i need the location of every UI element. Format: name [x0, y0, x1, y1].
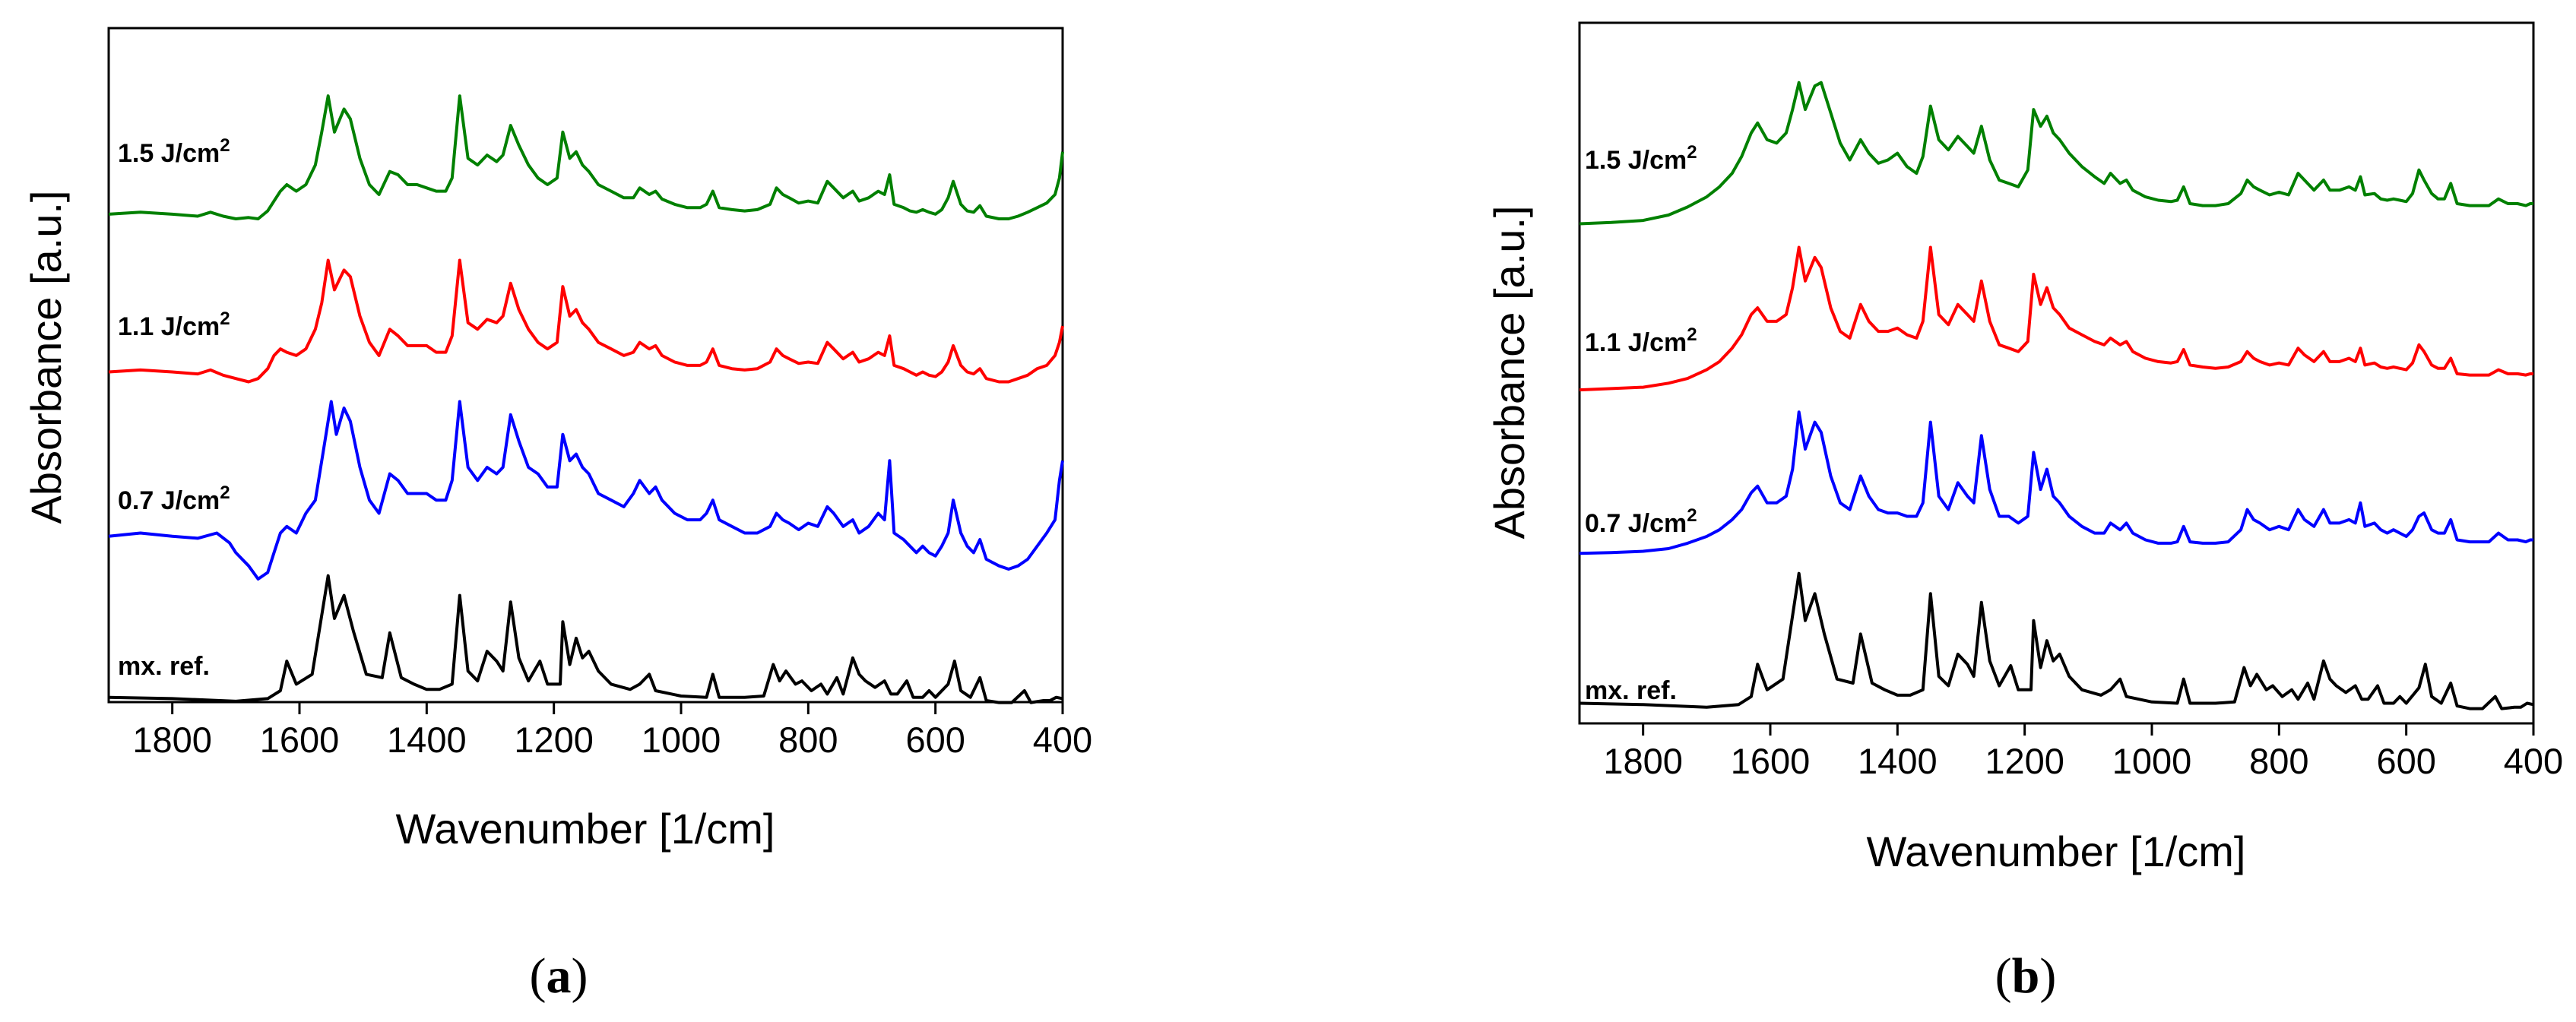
- panel-a-x-tick-label-800: 800: [778, 720, 838, 760]
- panel-a-series-group: [108, 94, 1064, 704]
- panel-a-x-axis: 1800 1600 1400 1200 1000 800 600 400: [132, 702, 1092, 760]
- panel-a-x-tick-label-1800: 1800: [132, 720, 212, 760]
- panel-a-x-axis-title: Wavenumber [1/cm]: [396, 805, 775, 853]
- panel-a-series-line-2: [108, 258, 1064, 384]
- panel-b-x-tick-label-1800: 1800: [1603, 741, 1683, 781]
- panel-a-series-line-0: [108, 574, 1063, 704]
- panel-b-series-label-1.1: 1.1 J/cm2: [1585, 324, 1697, 357]
- panel-b-y-axis-title: Absorbance [a.u.]: [1485, 206, 1533, 539]
- panel-b-x-tick-label-600: 600: [2376, 741, 2435, 781]
- panel-b-plot-frame: [1578, 21, 2535, 725]
- panel-a-series-label-1.5: 1.5 J/cm2: [118, 135, 230, 168]
- panel-a: 1.5 J/cm2 1.1 J/cm2 0.7 J/cm2 mx. ref. 1…: [22, 27, 1092, 1004]
- panel-b-x-tick-label-1200: 1200: [1985, 741, 2064, 781]
- panel-a-series-line-3: [108, 94, 1064, 220]
- panel-b-x-tick-label-1600: 1600: [1731, 741, 1811, 781]
- panel-b-x-tick-label-1000: 1000: [2112, 741, 2192, 781]
- panel-a-series-label-ref: mx. ref.: [118, 652, 210, 681]
- panel-a-x-tick-label-1000: 1000: [642, 720, 721, 760]
- panel-b-series-line-2: [1579, 245, 2533, 392]
- panel-a-y-axis-title: Absorbance [a.u.]: [22, 191, 70, 524]
- panel-b-x-tick-label-1400: 1400: [1858, 741, 1938, 781]
- panel-b-x-axis-title: Wavenumber [1/cm]: [1867, 827, 2246, 875]
- panel-b-series-labels: 1.5 J/cm2 1.1 J/cm2 0.7 J/cm2 mx. ref.: [1585, 142, 1697, 705]
- panel-a-series-label-0.7: 0.7 J/cm2: [118, 483, 230, 515]
- panel-b-x-axis: 1800 1600 1400 1200 1000 800 600 400: [1603, 723, 2563, 781]
- panel-a-series-label-1.1: 1.1 J/cm2: [118, 308, 230, 341]
- panel-a-x-tick-label-400: 400: [1033, 720, 1092, 760]
- panel-b: 1.5 J/cm2 1.1 J/cm2 0.7 J/cm2 mx. ref. 1…: [1485, 21, 2563, 1004]
- panel-b-series-group: [1579, 81, 2534, 710]
- panel-a-label: (a): [530, 948, 588, 1004]
- panel-b-series-label-0.7: 0.7 J/cm2: [1585, 505, 1697, 538]
- panel-a-x-tick-label-1200: 1200: [514, 720, 594, 760]
- panel-b-series-line-0: [1579, 571, 2534, 710]
- panel-b-x-tick-label-800: 800: [2249, 741, 2308, 781]
- panel-a-x-tick-label-1400: 1400: [387, 720, 467, 760]
- panel-a-plot-frame: [107, 27, 1064, 704]
- panel-a-x-tick-label-600: 600: [905, 720, 965, 760]
- panel-a-series-labels: 1.5 J/cm2 1.1 J/cm2 0.7 J/cm2 mx. ref.: [118, 135, 230, 681]
- panel-b-series-label-ref: mx. ref.: [1585, 676, 1677, 705]
- panel-b-series-line-1: [1579, 410, 2533, 555]
- panel-b-x-tick-label-400: 400: [2504, 741, 2563, 781]
- panel-b-label: (b): [1995, 948, 2057, 1004]
- panel-a-series-line-1: [108, 400, 1064, 581]
- panel-b-series-label-1.5: 1.5 J/cm2: [1585, 142, 1697, 175]
- panel-b-series-line-3: [1579, 81, 2533, 226]
- panel-a-x-tick-label-1600: 1600: [260, 720, 340, 760]
